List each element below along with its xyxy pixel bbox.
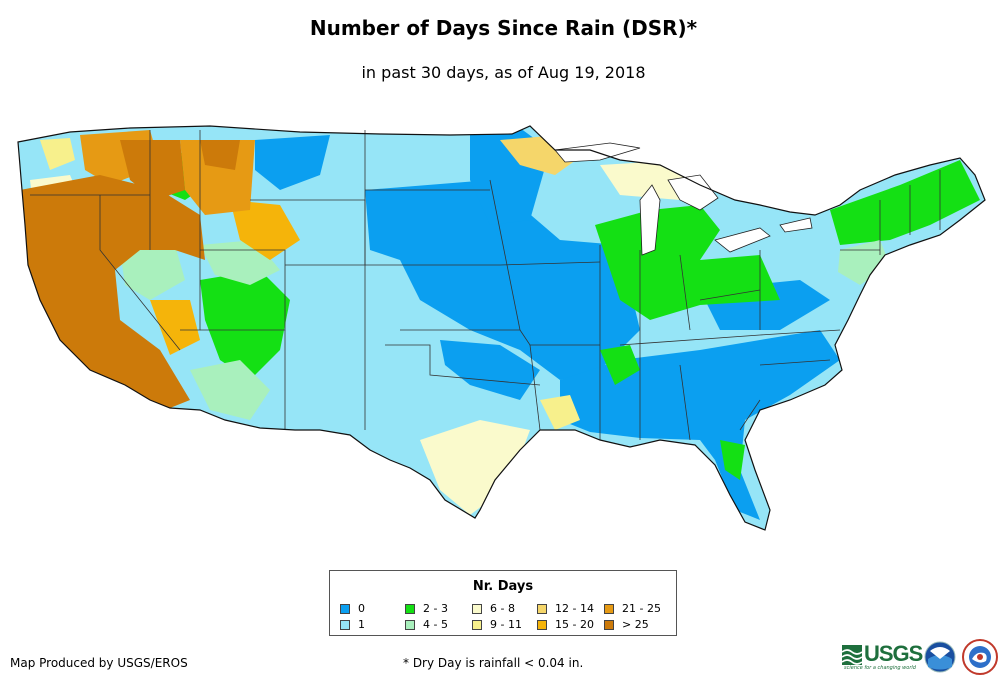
legend-swatch <box>537 604 547 614</box>
legend-label: 0 <box>358 602 365 615</box>
map-legend: Nr. Days 0 1 2 - 3 4 - 5 6 - 8 9 - 11 12… <box>329 570 677 636</box>
legend-item-4-5: 4 - 5 <box>405 619 448 631</box>
state-boundaries <box>30 130 941 441</box>
legend-label: 2 - 3 <box>423 602 448 615</box>
legend-swatch <box>472 620 482 630</box>
usgs-wordmark: USGS <box>864 641 923 666</box>
legend-label: 21 - 25 <box>622 602 661 615</box>
usgs-wave-icon <box>842 645 862 665</box>
legend-swatch <box>405 620 415 630</box>
legend-item-6-8: 6 - 8 <box>472 603 515 615</box>
map-title: Number of Days Since Rain (DSR)* <box>309 16 698 40</box>
legend-label: > 25 <box>622 618 649 631</box>
nws-logo-icon <box>962 639 998 675</box>
legend-item-over-25: > 25 <box>604 619 649 631</box>
legend-label: 1 <box>358 618 365 631</box>
legend-swatch <box>340 620 350 630</box>
usgs-logo: USGS science for a changing world <box>842 641 923 673</box>
legend-label: 9 - 11 <box>490 618 522 631</box>
legend-swatch <box>340 604 350 614</box>
legend-swatch <box>604 604 614 614</box>
legend-label: 12 - 14 <box>555 602 594 615</box>
legend-swatch <box>405 604 415 614</box>
footnote-text: * Dry Day is rainfall < 0.04 in. <box>403 656 584 670</box>
legend-label: 6 - 8 <box>490 602 515 615</box>
legend-item-15-20: 15 - 20 <box>537 619 594 631</box>
legend-title: Nr. Days <box>472 579 534 594</box>
legend-item-12-14: 12 - 14 <box>537 603 594 615</box>
legend-item-21-25: 21 - 25 <box>604 603 661 615</box>
legend-item-1: 1 <box>340 619 365 631</box>
credit-text: Map Produced by USGS/EROS <box>10 656 188 670</box>
legend-label: 4 - 5 <box>423 618 448 631</box>
legend-item-9-11: 9 - 11 <box>472 619 522 631</box>
usgs-tagline: science for a changing world <box>844 665 916 671</box>
legend-swatch <box>537 620 547 630</box>
noaa-logo-icon <box>924 641 956 673</box>
legend-swatch <box>472 604 482 614</box>
legend-item-0: 0 <box>340 603 365 615</box>
legend-swatch <box>604 620 614 630</box>
legend-label: 15 - 20 <box>555 618 594 631</box>
legend-item-2-3: 2 - 3 <box>405 603 448 615</box>
dsr-map <box>17 125 986 531</box>
map-subtitle: in past 30 days, as of Aug 19, 2018 <box>361 63 646 82</box>
